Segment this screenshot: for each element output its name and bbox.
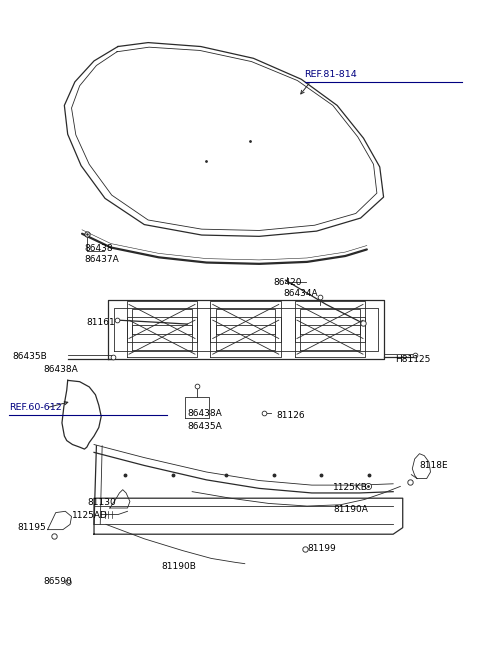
Text: 81190A: 81190A	[333, 506, 368, 514]
Text: 1125AD: 1125AD	[72, 512, 108, 520]
Text: 81130: 81130	[88, 499, 117, 507]
Text: 86435A: 86435A	[187, 422, 222, 431]
Text: 81161: 81161	[87, 318, 116, 327]
Text: 86437A: 86437A	[84, 255, 119, 264]
Text: 86420: 86420	[274, 277, 302, 287]
Text: REF.81-814: REF.81-814	[305, 70, 358, 79]
Text: 86590: 86590	[44, 577, 72, 586]
Text: 86434A: 86434A	[283, 289, 318, 298]
Text: 81126: 81126	[276, 411, 304, 420]
Text: H81125: H81125	[396, 355, 431, 364]
Text: 86435B: 86435B	[12, 352, 48, 361]
Text: 81199: 81199	[307, 544, 336, 553]
Text: 81195: 81195	[17, 522, 46, 531]
Text: 8118E: 8118E	[420, 461, 448, 470]
Text: 1125KB: 1125KB	[333, 483, 368, 492]
Text: 86438: 86438	[84, 243, 113, 253]
Text: 86438A: 86438A	[44, 365, 79, 374]
Text: 86438A: 86438A	[187, 409, 222, 418]
Text: 81190B: 81190B	[161, 562, 196, 571]
Text: REF.60-612: REF.60-612	[9, 403, 62, 413]
